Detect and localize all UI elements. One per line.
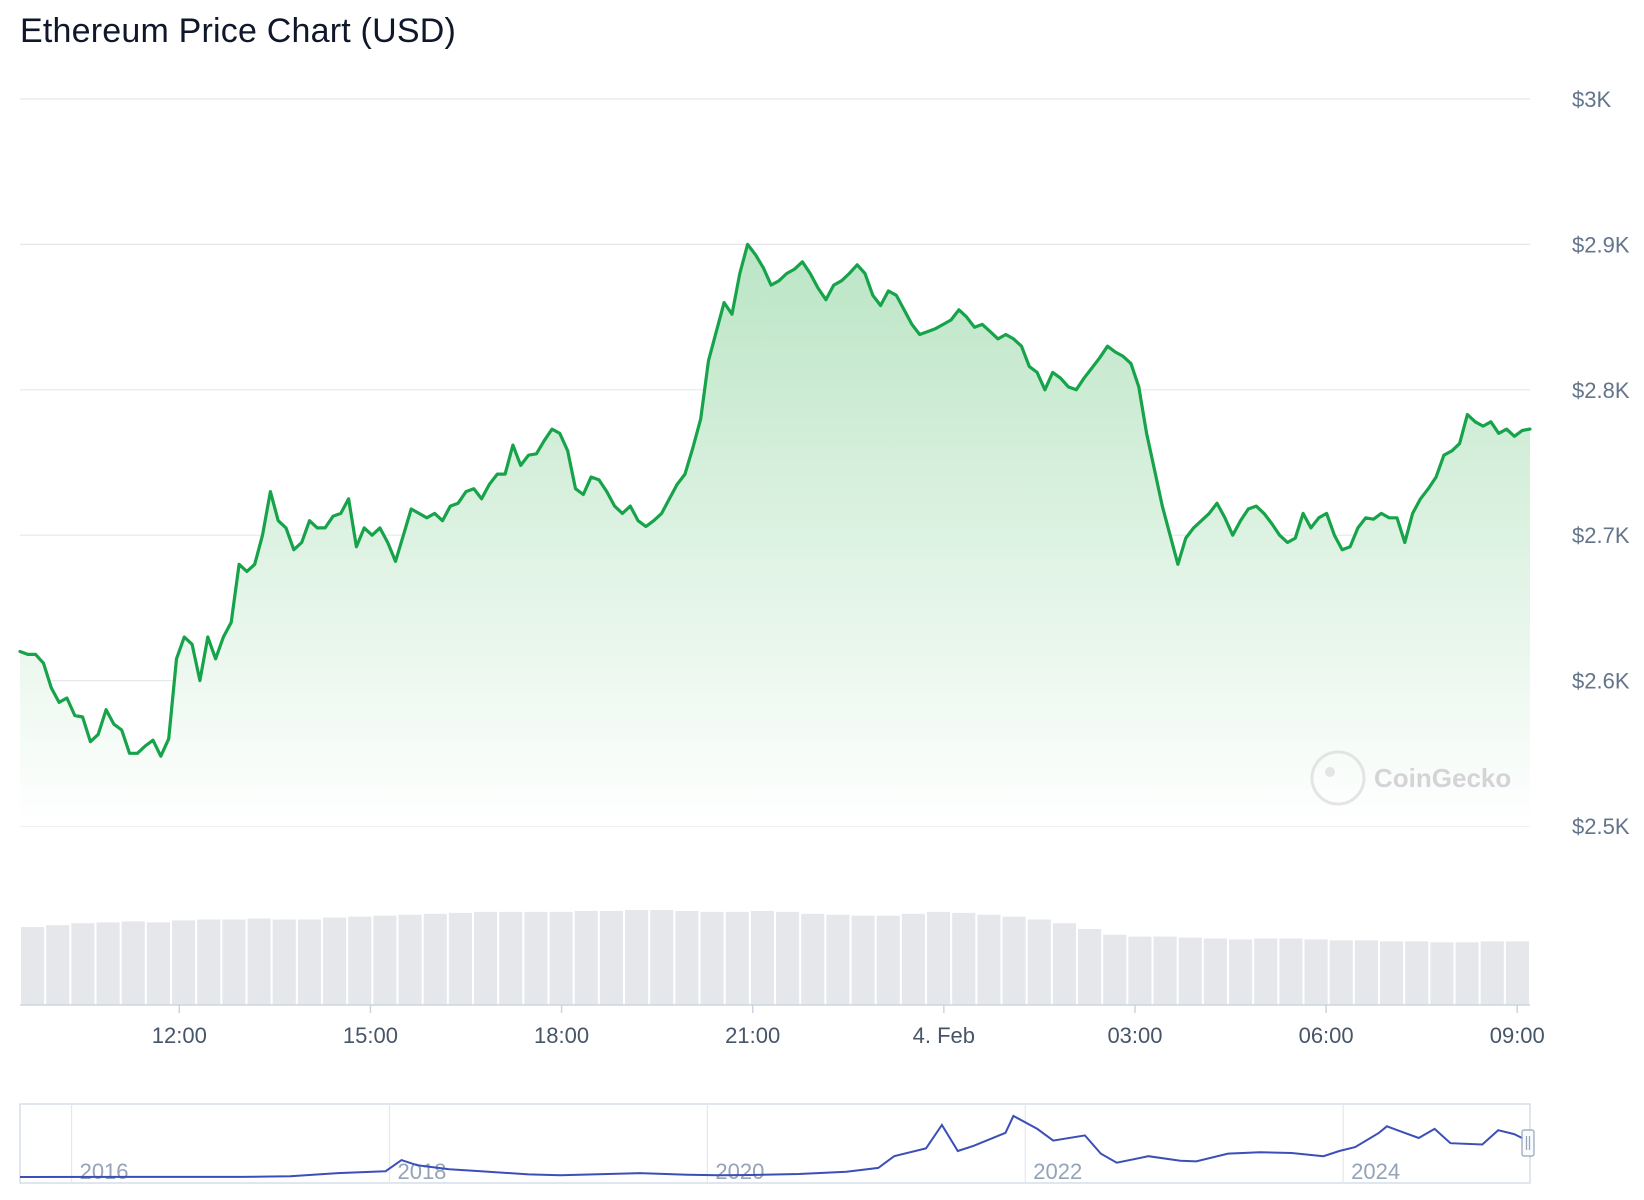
volume-bar bbox=[1304, 939, 1328, 1005]
navigator-tick-label: 2016 bbox=[80, 1159, 129, 1184]
volume-bar bbox=[172, 920, 196, 1005]
volume-bar bbox=[423, 913, 447, 1005]
volume-bar bbox=[21, 927, 45, 1005]
volume-bar bbox=[46, 925, 70, 1005]
y-tick-label: $2.8K bbox=[1572, 378, 1630, 403]
volume-bar bbox=[197, 919, 221, 1005]
range-navigator[interactable]: 2016 2018 2020 2022 2024 bbox=[19, 1103, 1535, 1184]
volume-bar bbox=[851, 915, 875, 1005]
volume-bar bbox=[1128, 936, 1152, 1005]
navigator-tick-label: 2020 bbox=[715, 1159, 764, 1184]
watermark-text: CoinGecko bbox=[1374, 763, 1511, 793]
x-tick-label: 21:00 bbox=[725, 1023, 780, 1048]
volume-bar bbox=[574, 910, 598, 1005]
volume-bar bbox=[725, 911, 749, 1005]
volume-bar bbox=[1002, 916, 1026, 1005]
x-tick-label: 03:00 bbox=[1107, 1023, 1162, 1048]
volume-bar bbox=[222, 919, 246, 1005]
x-tick-label: 09:00 bbox=[1490, 1023, 1545, 1048]
volume-bar bbox=[675, 910, 699, 1005]
volume-bar bbox=[1480, 941, 1504, 1005]
volume-bar bbox=[448, 912, 472, 1005]
volume-bar bbox=[1279, 938, 1303, 1005]
y-tick-label: $2.7K bbox=[1572, 523, 1630, 548]
volume-bar bbox=[1027, 919, 1051, 1005]
volume-bar bbox=[1178, 937, 1202, 1005]
volume-bar bbox=[398, 914, 422, 1005]
volume-bar bbox=[901, 913, 925, 1005]
x-tick-label: 4. Feb bbox=[913, 1023, 975, 1048]
volume-bar bbox=[776, 911, 800, 1005]
volume-bar bbox=[977, 914, 1001, 1005]
volume-bar bbox=[146, 922, 170, 1005]
volume-bar bbox=[71, 923, 95, 1005]
volume-bar bbox=[1254, 938, 1278, 1005]
volume-bar bbox=[499, 911, 523, 1005]
volume-bars bbox=[20, 910, 1530, 1006]
volume-bar bbox=[1229, 939, 1253, 1005]
volume-bar bbox=[1405, 941, 1429, 1005]
volume-bar bbox=[348, 916, 372, 1005]
y-tick-label: $3K bbox=[1572, 87, 1611, 112]
y-axis-labels: $2.5K $2.6K $2.7K $2.8K $2.9K $3K bbox=[1572, 87, 1630, 839]
volume-bar bbox=[247, 918, 271, 1005]
y-tick-label: $2.9K bbox=[1572, 232, 1630, 257]
x-axis-labels: 12:00 15:00 18:00 21:00 4. Feb 03:00 06:00 09:0… bbox=[152, 1005, 1545, 1048]
x-tick-label: 15:00 bbox=[343, 1023, 398, 1048]
price-area bbox=[18, 242, 1532, 826]
volume-bar bbox=[1354, 940, 1378, 1005]
volume-bar bbox=[599, 910, 623, 1005]
volume-bar bbox=[927, 911, 951, 1005]
x-tick-label: 18:00 bbox=[534, 1023, 589, 1048]
navigator-frame bbox=[19, 1103, 1531, 1184]
volume-bar bbox=[1430, 942, 1454, 1005]
volume-bar bbox=[1505, 941, 1529, 1005]
volume-bar bbox=[1329, 940, 1353, 1005]
volume-bar bbox=[750, 910, 774, 1005]
navigator-tick-label: 2024 bbox=[1351, 1159, 1400, 1184]
volume-bar bbox=[121, 921, 145, 1005]
volume-bar bbox=[272, 919, 296, 1005]
volume-bar bbox=[549, 911, 573, 1005]
range-handle[interactable] bbox=[1521, 1129, 1535, 1157]
volume-bar bbox=[876, 915, 900, 1005]
x-tick-label: 06:00 bbox=[1299, 1023, 1354, 1048]
coingecko-watermark: CoinGecko bbox=[1310, 750, 1511, 806]
gecko-logo-icon bbox=[1310, 750, 1366, 806]
volume-bar bbox=[474, 911, 498, 1005]
volume-bar bbox=[801, 913, 825, 1005]
price-line[interactable] bbox=[18, 242, 1532, 758]
navigator-line bbox=[19, 1114, 1531, 1178]
volume-bar bbox=[1103, 934, 1127, 1005]
volume-bar bbox=[524, 911, 548, 1005]
volume-bar bbox=[625, 910, 649, 1005]
volume-bar bbox=[1380, 941, 1404, 1005]
y-tick-label: $2.5K bbox=[1572, 814, 1630, 839]
volume-bar bbox=[1078, 929, 1102, 1005]
gecko-eye-icon bbox=[1325, 767, 1335, 777]
volume-bar bbox=[826, 914, 850, 1005]
navigator-tick-label: 2022 bbox=[1033, 1159, 1082, 1184]
volume-bar bbox=[1455, 942, 1479, 1005]
volume-bar bbox=[297, 919, 321, 1005]
volume-bar bbox=[96, 922, 120, 1005]
y-tick-label: $2.6K bbox=[1572, 669, 1630, 694]
volume-bar bbox=[650, 910, 674, 1005]
volume-bar bbox=[1153, 936, 1177, 1005]
page-title: Ethereum Price Chart (USD) bbox=[20, 12, 456, 50]
volume-bar bbox=[1203, 938, 1227, 1005]
volume-bar bbox=[952, 912, 976, 1005]
volume-bar bbox=[323, 917, 347, 1005]
volume-bar bbox=[700, 911, 724, 1005]
price-area-fill bbox=[20, 244, 1530, 826]
x-tick-label: 12:00 bbox=[152, 1023, 207, 1048]
volume-bar bbox=[373, 915, 397, 1005]
navigator-tick-label: 2018 bbox=[397, 1159, 446, 1184]
volume-bar bbox=[1052, 923, 1076, 1005]
